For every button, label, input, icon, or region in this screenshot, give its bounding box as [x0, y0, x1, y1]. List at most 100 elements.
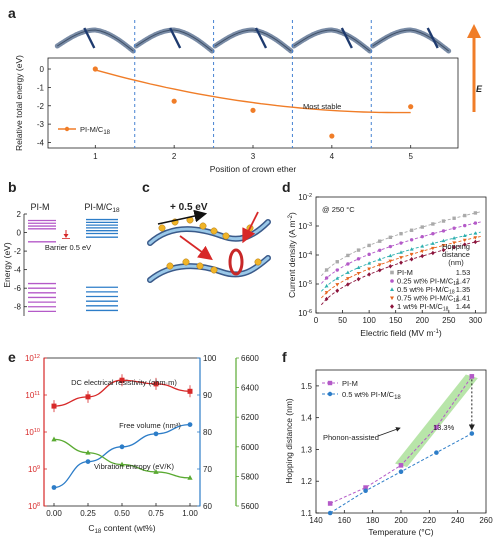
legend-marker-d	[390, 296, 394, 301]
y-tick-label-f: 1.3	[301, 445, 313, 454]
legend-label-f: 0.5 wt% PI-M/C18	[342, 390, 401, 401]
legend-label-d: 0.25 wt% PI-M/C18	[397, 277, 459, 288]
current-point	[420, 244, 425, 248]
right-tick-label-ve: 6600	[241, 354, 259, 363]
right-tick-label-fv: 70	[203, 465, 212, 474]
x-tick-label-d: 300	[469, 316, 483, 325]
panel-f: f 140 160 180 200 220 240 260 1.1 1.2 1.3 1.4 1.5 P…	[282, 349, 493, 537]
phonon-annotation: Phonon-assisted	[323, 433, 379, 442]
legend-marker-d	[390, 270, 394, 275]
col-label-pimc: PI-M/C18	[84, 202, 120, 214]
panel-label-e: e	[8, 349, 16, 365]
hopping-point	[363, 488, 368, 494]
y-tick-label-a: -4	[37, 138, 45, 147]
hopping-header-3: (nm)	[448, 258, 464, 267]
y-tick-label-f: 1.4	[301, 414, 313, 423]
y-tick-label-d: 10-5	[298, 280, 312, 289]
hopping-header-1: Hopping	[442, 242, 470, 251]
right-tick-label-ve: 5600	[241, 502, 259, 511]
current-point	[409, 228, 414, 232]
y-axis-label-f: Hopping distance (nm)	[284, 398, 294, 484]
left-tick-label-e: 1012	[25, 354, 40, 363]
current-point	[420, 253, 425, 259]
panel-c: c + 0.5 eV	[142, 179, 271, 283]
current-point	[399, 241, 403, 245]
current-point	[378, 239, 382, 243]
current-point	[409, 247, 414, 251]
x-tick-label-e: 0.00	[46, 509, 62, 518]
vibration-entropy-point	[187, 475, 193, 480]
panel-a: a 0 -1 -2 -3 -4 1 2 3 4 5 PI-M/C18 Most stable R…	[8, 5, 483, 174]
current-point	[409, 257, 414, 262]
current-point	[473, 221, 478, 225]
resistivity-point	[51, 403, 57, 409]
left-tick-label-e: 1011	[25, 391, 40, 400]
x-tick-label-d: 150	[389, 316, 403, 325]
current-point	[367, 252, 371, 257]
current-point	[324, 296, 329, 302]
x-tick-label-f: 140	[309, 516, 323, 525]
current-point	[462, 233, 467, 238]
y-tick-label-b: -6	[14, 284, 22, 293]
legend-marker-d	[390, 287, 394, 291]
current-point	[399, 260, 403, 265]
energy-arrow-head	[467, 24, 481, 38]
x-tick-label-d: 250	[442, 316, 456, 325]
energy-point	[408, 104, 414, 110]
molecule-sketch	[212, 27, 294, 54]
carrier-arrow-right	[242, 211, 259, 244]
legend-label-d: 1 wt% PI-M/C18	[397, 302, 449, 313]
phonon-pointer	[377, 427, 401, 437]
current-point	[388, 244, 393, 249]
y-tick-label-f: 1.1	[301, 509, 313, 518]
x-tick-label-a: 2	[172, 152, 177, 161]
current-point	[335, 276, 340, 280]
energy-point	[329, 133, 335, 139]
current-point	[399, 231, 403, 236]
y-tick-label-b: -4	[14, 266, 22, 275]
temperature-label: @ 250 °C	[322, 205, 355, 214]
current-point	[367, 243, 371, 248]
x-tick-label-f: 240	[451, 516, 465, 525]
current-point	[420, 249, 425, 254]
current-point	[399, 256, 403, 260]
legend-label-d: PI-M	[397, 268, 413, 277]
hopping-point	[469, 431, 475, 436]
current-point	[356, 257, 361, 261]
current-point	[367, 261, 371, 265]
vibration-entropy-point	[85, 449, 91, 455]
x-axis-label-f: Temperature (°C)	[368, 527, 433, 537]
x-tick-label-a: 1	[93, 152, 98, 161]
current-point	[356, 276, 361, 282]
y-axis-label-b: Energy (eV)	[2, 242, 12, 288]
energy-point	[171, 98, 177, 104]
current-point	[335, 288, 340, 293]
current-point	[324, 268, 329, 272]
y-tick-label-b: 0	[17, 229, 22, 238]
x-tick-label-f: 160	[338, 516, 352, 525]
free-volume-point	[51, 485, 57, 490]
legend-hop-value: 1.41	[456, 294, 471, 303]
current-point	[452, 245, 456, 250]
panel-label-a: a	[8, 5, 16, 21]
left-tick-label-e: 1010	[25, 428, 40, 437]
legend-hop-value: 1.44	[456, 302, 471, 311]
x-axis-label-e: C18 content (wt%)	[88, 523, 155, 535]
legend-marker-d	[390, 279, 394, 283]
most-stable-annotation: Most stable	[303, 102, 341, 111]
current-point	[377, 257, 382, 261]
charge-carrier	[166, 262, 174, 270]
charge-carrier	[222, 232, 230, 240]
legend-label-d: 0.75 wt% PI-M/C18	[397, 294, 459, 305]
resistivity-point	[85, 394, 91, 400]
x-tick-label-f: 220	[423, 516, 437, 525]
right-tick-label-fv: 80	[203, 428, 212, 437]
current-point	[452, 226, 456, 230]
current-point	[473, 231, 478, 235]
y-tick-label-a: 0	[40, 65, 45, 74]
y-tick-label-a: -1	[37, 83, 45, 92]
right-tick-label-fv: 60	[203, 502, 212, 511]
free-volume-line	[53, 423, 191, 489]
current-point	[335, 268, 339, 272]
charge-carrier	[210, 266, 218, 274]
